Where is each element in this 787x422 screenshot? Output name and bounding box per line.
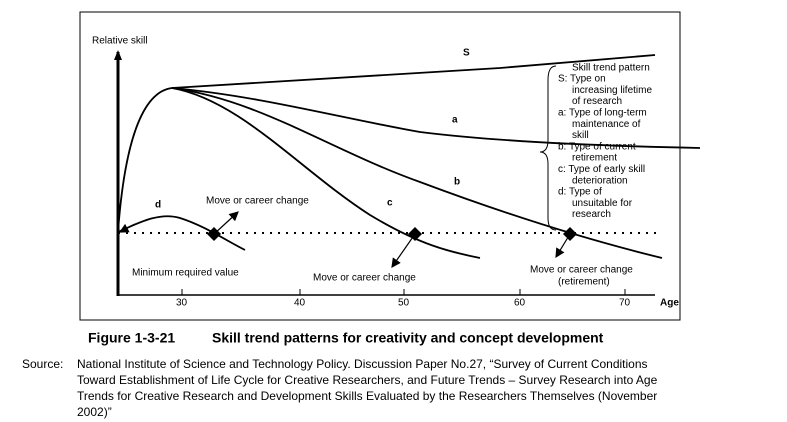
legend-line: of research xyxy=(572,96,622,107)
legend-line: deterioration xyxy=(572,175,628,186)
source-line: National Institute of Science and Techno… xyxy=(77,357,648,371)
brace xyxy=(539,65,557,231)
legend-line: unsuitable for xyxy=(572,198,633,209)
x-tick-label: 30 xyxy=(176,298,188,309)
curve-s xyxy=(117,54,656,233)
curve-label: d xyxy=(155,200,161,211)
frame xyxy=(79,11,681,321)
legend-line: skill xyxy=(572,130,589,141)
annotation: Move or career change xyxy=(206,196,309,207)
curve-c xyxy=(171,87,481,259)
legend-line: c: Type of early skill xyxy=(558,164,645,175)
legend-line: research xyxy=(572,209,611,220)
legend-line: increasing lifetime xyxy=(572,85,652,96)
x-tick-label: 60 xyxy=(514,298,526,309)
annotation: Move or career change xyxy=(530,265,633,276)
curve-b xyxy=(171,87,663,259)
legend-line: b: Type of current xyxy=(558,141,636,152)
arrows xyxy=(118,211,571,268)
source-line: 2002)” xyxy=(77,405,112,419)
curve-d xyxy=(117,215,246,251)
figure-number: Figure 1-3-21 xyxy=(88,330,175,346)
figure-title: Skill trend patterns for creativity and … xyxy=(212,330,604,346)
x-ticks xyxy=(181,289,626,295)
x-tick-label: 70 xyxy=(619,298,631,309)
legend-line: retirement xyxy=(572,153,617,164)
source: National Institute of Science and Techno… xyxy=(77,357,658,419)
y-axis-arrow xyxy=(114,50,122,60)
x-axis-label: Age xyxy=(660,298,679,309)
annotation: Minimum required value xyxy=(132,268,239,279)
x-tick-label: 50 xyxy=(398,298,410,309)
legend-title: Skill trend pattern xyxy=(572,63,650,74)
legend-line: maintenance of xyxy=(572,119,641,130)
x-tick-label: 40 xyxy=(294,298,306,309)
annotation: Move or career change xyxy=(313,273,416,284)
curve-label: b xyxy=(454,177,460,188)
legend-line: a: Type of long-term xyxy=(558,108,647,119)
source-label: Source: xyxy=(22,357,63,371)
legend-line: d: Type of xyxy=(558,187,602,198)
source-line: Toward Establishment of Life Cycle for C… xyxy=(77,373,658,387)
curve-label: c xyxy=(387,198,393,209)
y-axis-label: Relative skill xyxy=(92,36,148,47)
source-line: Trends for Creative Research and Develop… xyxy=(77,389,657,403)
curve-a xyxy=(171,87,701,149)
curve-label: S xyxy=(463,48,470,59)
annotation: (retirement) xyxy=(558,277,610,288)
legend-line: S: Type on xyxy=(558,74,606,85)
curve-label: a xyxy=(452,115,458,126)
